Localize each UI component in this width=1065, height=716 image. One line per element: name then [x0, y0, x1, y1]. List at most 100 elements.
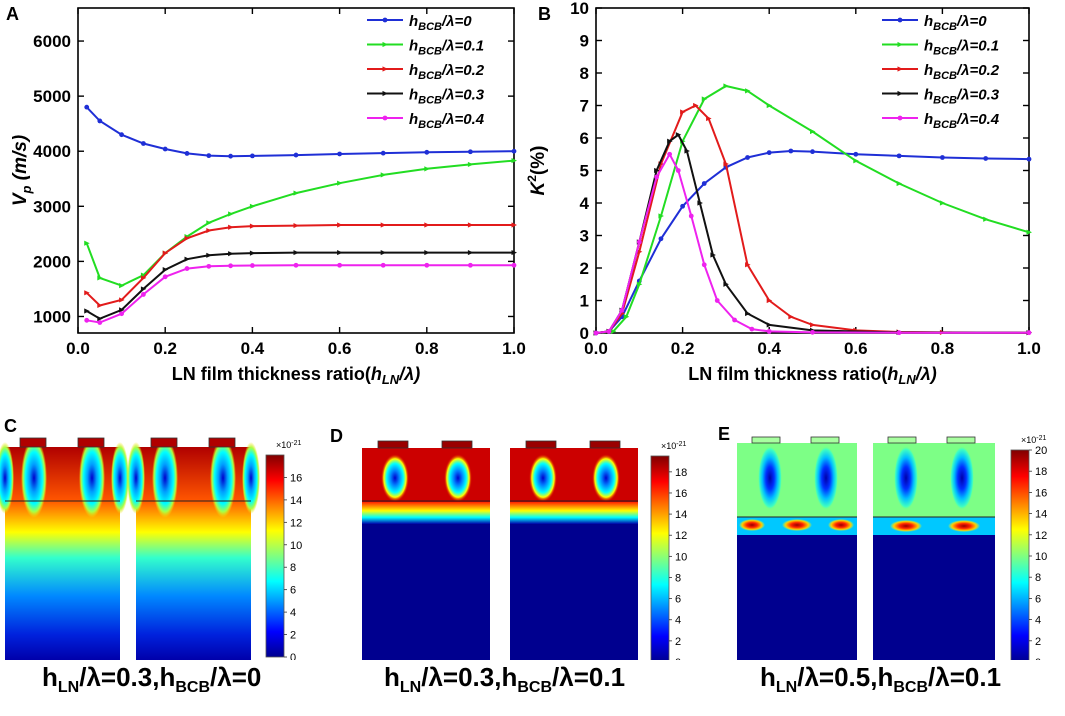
panel-b-x-tick-label: 0.6 — [844, 339, 868, 358]
panel-a-data-point — [228, 251, 234, 257]
panel-b-y-tick-label: 7 — [580, 97, 589, 116]
panel-a-x-tick-label: 0.4 — [241, 339, 265, 358]
panel-b-legend-marker — [897, 66, 903, 72]
panel-b-series-3 — [593, 132, 1032, 336]
panel-a-legend-entry: hBCB/λ=0.3 — [409, 87, 485, 107]
panel-b-data-point — [619, 307, 625, 313]
panel-b-data-point — [810, 128, 816, 135]
panel-b-legend-marker — [897, 90, 903, 97]
panel-a-data-point — [249, 250, 256, 256]
panel-a-x-tick-label: 1.0 — [502, 339, 526, 358]
panel-b-data-point — [766, 297, 773, 304]
panel-b-y-tick-label: 1 — [580, 292, 589, 311]
panel-a-data-point — [468, 149, 473, 155]
panel-a-x-tick-label: 0.8 — [415, 339, 439, 358]
panel-b-data-point — [667, 138, 673, 144]
panel-label-a: A — [6, 4, 19, 24]
panel-a-data-point — [424, 166, 430, 172]
panel-a-data-point — [84, 317, 90, 323]
panel-a-y-tick-label: 2000 — [33, 252, 71, 271]
panel-d-colorbar-exponent: ×10-21 — [661, 441, 687, 451]
panel-label-e: E — [718, 424, 730, 444]
panel-a-data-point — [97, 275, 103, 281]
caption-c-b: /λ=0.3,h — [79, 662, 176, 692]
panel-e-colorbar-tick-label: 16 — [1035, 487, 1047, 499]
panel-a-data-point — [424, 222, 430, 228]
panel-b-x-tick-label: 0.0 — [584, 339, 608, 358]
panel-a-legend-marker — [382, 41, 388, 48]
panel-a-data-point — [250, 153, 255, 159]
panel-e-colorbar-tick-label: 12 — [1035, 530, 1047, 542]
panel-b-y-tick-label: 6 — [580, 129, 589, 148]
panel-c-colorbar-tick-label: 16 — [290, 472, 302, 484]
panel-a-y-tick-label: 4000 — [33, 142, 71, 161]
panel-b-data-point — [939, 200, 946, 206]
panel-b-data-point — [749, 326, 755, 332]
panel-a-series-0 — [84, 104, 517, 159]
panel-a-data-point — [467, 161, 474, 168]
panel-b-data-point — [710, 252, 716, 258]
panel-a-data-point — [293, 190, 299, 196]
panel-a-chart: 0.0 0.2 0.4 0.6 0.8 1.0 1000 2000 3000 4000 5000 60… — [10, 7, 526, 387]
panel-a-data-point — [141, 141, 146, 146]
caption-e: hLN/λ=0.5,hBCB/λ=0.1 — [760, 662, 1001, 697]
panel-a-series-4 — [84, 262, 517, 325]
panel-a-legend-marker — [382, 17, 388, 23]
panel-c-colorbar-exponent: ×10-21 — [276, 440, 302, 450]
panel-d-map-left — [362, 440, 490, 660]
panel-b-y-tick-label: 0 — [580, 324, 589, 343]
panel-e-colorbar-tick-label: 14 — [1035, 509, 1047, 521]
panel-a-data-point — [184, 256, 190, 262]
panel-a-plot-frame — [77, 7, 515, 334]
panel-c-colorbar: ×10-21 0 2 4 6 8 10 12 14 16 — [265, 440, 302, 660]
panel-a-data-point — [162, 267, 169, 273]
panel-a-data-point — [380, 172, 387, 178]
panel-b-data-point — [701, 181, 707, 186]
caption-e-a-sub: LN — [775, 679, 798, 697]
panel-a-data-point — [119, 132, 124, 138]
panel-a-data-point — [97, 316, 103, 322]
panel-a-series-line — [85, 159, 515, 287]
panel-b-x-tick-label: 0.2 — [671, 339, 695, 358]
panel-a-data-point — [380, 150, 386, 156]
panel-a-data-point — [249, 203, 256, 209]
panel-a-legend-entry: hBCB/λ=0.1 — [409, 38, 484, 58]
panel-b-data-point — [745, 310, 751, 317]
panel-a-data-point — [119, 283, 125, 289]
panel-a-data-point — [228, 263, 234, 269]
panel-b-data-point — [940, 155, 945, 160]
panel-d-colorbar-tick-label: 10 — [675, 551, 687, 563]
panel-b-data-point — [732, 317, 737, 323]
caption-d-b: /λ=0.3,h — [421, 662, 518, 692]
panel-a-data-point — [140, 275, 147, 281]
panel-b-data-point — [766, 150, 772, 156]
panel-a-y-tick-label: 3000 — [33, 197, 71, 216]
panel-label-b: B — [538, 4, 551, 24]
panel-c-colorbar-tick-label: 0 — [290, 652, 296, 660]
panel-a-data-point — [380, 249, 387, 256]
panel-b-data-point — [658, 213, 664, 219]
panel-b-data-point — [684, 148, 690, 154]
panel-e-colorbar-tick-label: 20 — [1035, 445, 1047, 457]
panel-e-colorbar-exponent: ×10-21 — [1021, 435, 1047, 445]
panel-label-c: C — [4, 416, 17, 436]
caption-e-a: h — [760, 662, 776, 692]
panel-b-data-point — [723, 83, 729, 89]
panel-b-data-point — [853, 151, 859, 157]
panel-e-colorbar: ×10-21 0 2 4 6 8 10 12 14 16 18 20 — [1010, 435, 1047, 660]
panel-b-data-point — [723, 281, 729, 287]
panel-b-legend-entry: hBCB/λ=0.3 — [924, 87, 1000, 107]
panel-b-data-point — [745, 155, 750, 160]
panel-b-series-line — [595, 84, 1030, 334]
panel-a-x-axis-label: LN film thickness ratio(hLN/λ) — [172, 364, 420, 387]
panel-b-data-point — [688, 213, 694, 219]
panel-b-data-point — [706, 115, 712, 122]
panel-a-data-point — [293, 249, 299, 256]
panel-b-data-point — [654, 167, 660, 174]
panel-a-data-point — [206, 220, 212, 226]
panel-e-map-right — [873, 436, 995, 660]
panel-d-colorbar-tick-label: 14 — [675, 509, 687, 521]
panel-b-data-point — [623, 314, 630, 320]
panel-a-data-point — [184, 151, 190, 156]
panel-a-data-point — [206, 263, 212, 269]
